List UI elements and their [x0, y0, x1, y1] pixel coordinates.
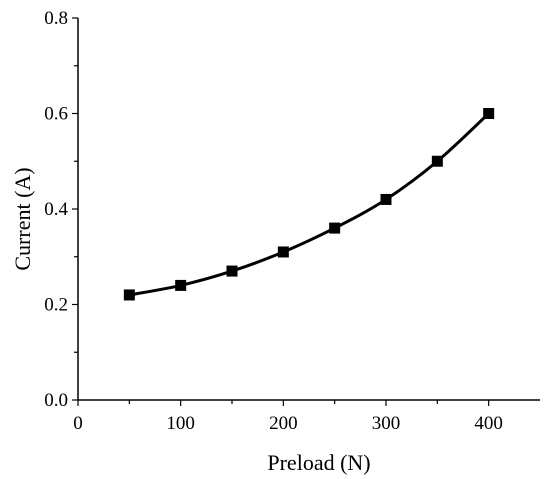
x-ticks: 0 100 200 300 400	[73, 400, 503, 434]
data-point-marker	[483, 108, 495, 119]
y-ticks: 0.0 0.2 0.4 0.6 0.8	[44, 8, 78, 411]
x-axis-title: Preload (N)	[267, 450, 370, 475]
data-point-marker	[277, 246, 289, 258]
axes	[77, 18, 540, 401]
x-tick-label: 200	[269, 413, 298, 434]
data-point-marker	[329, 222, 341, 234]
data-point-marker	[431, 155, 443, 167]
series	[123, 108, 495, 301]
series-line	[127, 112, 491, 297]
data-point-marker	[175, 279, 187, 291]
x-tick-label: 400	[474, 413, 503, 434]
data-point-marker	[380, 193, 392, 205]
x-tick-label: 100	[166, 413, 195, 434]
data-point-marker	[226, 265, 238, 277]
x-tick-label: 0	[73, 413, 83, 434]
y-tick-label: 0.2	[44, 295, 68, 316]
y-axis-title: Current (A)	[10, 167, 35, 270]
y-tick-label: 0.4	[44, 199, 68, 220]
y-tick-label: 0.6	[44, 104, 68, 125]
y-tick-label: 0.8	[44, 8, 68, 29]
x-tick-label: 300	[372, 413, 401, 434]
data-point-marker	[123, 289, 135, 301]
y-tick-label: 0.0	[44, 390, 68, 411]
